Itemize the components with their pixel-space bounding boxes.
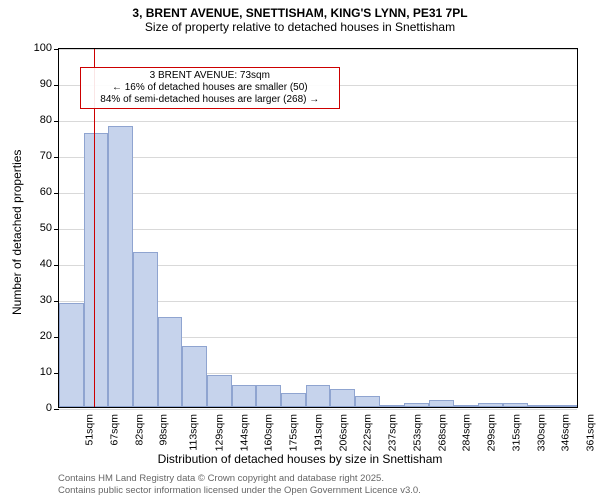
x-tick-label: 191sqm xyxy=(312,414,324,451)
y-axis-label: Number of detached properties xyxy=(10,150,24,315)
histogram-bar xyxy=(182,346,207,407)
histogram-bar xyxy=(158,317,183,407)
histogram-bar xyxy=(429,400,454,407)
grid-line xyxy=(59,409,577,410)
x-tick-label: 284sqm xyxy=(461,414,473,451)
histogram-bar xyxy=(503,403,528,407)
y-tick-label: 90 xyxy=(40,78,52,90)
chart-plot-area: 3 BRENT AVENUE: 73sqm← 16% of detached h… xyxy=(58,48,578,408)
y-tick-label: 50 xyxy=(40,222,52,234)
histogram-bar xyxy=(256,385,281,407)
title-line-1: 3, BRENT AVENUE, SNETTISHAM, KING'S LYNN… xyxy=(0,6,600,20)
x-tick-label: 268sqm xyxy=(436,414,448,451)
histogram-bar xyxy=(478,403,503,407)
y-tick-label: 40 xyxy=(40,258,52,270)
x-tick-label: 160sqm xyxy=(263,414,275,451)
y-tick-label: 70 xyxy=(40,150,52,162)
x-tick-label: 206sqm xyxy=(337,414,349,451)
y-tick-label: 80 xyxy=(40,114,52,126)
histogram-bar xyxy=(552,405,577,407)
histogram-bar xyxy=(355,396,380,407)
x-tick-label: 113sqm xyxy=(188,414,200,451)
histogram-bar xyxy=(59,303,84,407)
histogram-bar xyxy=(108,126,133,407)
histogram-bar xyxy=(84,133,109,407)
histogram-bar xyxy=(330,389,355,407)
x-tick-label: 315sqm xyxy=(510,414,522,451)
histogram-bar xyxy=(528,405,553,407)
y-tick-label: 20 xyxy=(40,330,52,342)
histogram-bar xyxy=(232,385,257,407)
x-tick-label: 129sqm xyxy=(213,414,225,451)
histogram-bar xyxy=(404,403,429,407)
x-axis-label: Distribution of detached houses by size … xyxy=(0,452,600,466)
x-tick-label: 144sqm xyxy=(238,414,250,451)
y-tick-label: 30 xyxy=(40,294,52,306)
y-tick-label: 100 xyxy=(34,42,52,54)
footer-line-1: Contains HM Land Registry data © Crown c… xyxy=(58,473,421,484)
x-tick-label: 237sqm xyxy=(387,414,399,451)
histogram-bar xyxy=(281,393,306,407)
x-tick-label: 346sqm xyxy=(560,414,572,451)
histogram-bar xyxy=(133,252,158,407)
footer-attribution: Contains HM Land Registry data © Crown c… xyxy=(58,473,421,496)
annotation-box: 3 BRENT AVENUE: 73sqm← 16% of detached h… xyxy=(80,67,340,109)
x-tick-label: 361sqm xyxy=(585,414,597,451)
x-tick-label: 82sqm xyxy=(133,414,145,446)
title-line-2: Size of property relative to detached ho… xyxy=(0,20,600,34)
annotation-line: 3 BRENT AVENUE: 73sqm xyxy=(85,70,335,82)
annotation-line: 84% of semi-detached houses are larger (… xyxy=(85,94,335,106)
x-tick-label: 330sqm xyxy=(535,414,547,451)
y-tick-label: 60 xyxy=(40,186,52,198)
annotation-line: ← 16% of detached houses are smaller (50… xyxy=(85,82,335,94)
x-tick-label: 175sqm xyxy=(287,414,299,451)
x-tick-label: 51sqm xyxy=(84,414,96,446)
y-tick-label: 10 xyxy=(40,366,52,378)
x-tick-label: 299sqm xyxy=(486,414,498,451)
y-tick-mark xyxy=(54,409,59,410)
histogram-bar xyxy=(454,405,479,407)
x-tick-label: 253sqm xyxy=(411,414,423,451)
x-tick-label: 98sqm xyxy=(158,414,170,446)
footer-line-2: Contains public sector information licen… xyxy=(58,485,421,496)
x-tick-label: 222sqm xyxy=(362,414,374,451)
y-tick-label: 0 xyxy=(46,402,52,414)
histogram-bar xyxy=(380,405,405,407)
histogram-bar xyxy=(306,385,331,407)
title-block: 3, BRENT AVENUE, SNETTISHAM, KING'S LYNN… xyxy=(0,0,600,34)
histogram-bar xyxy=(207,375,232,407)
x-tick-label: 67sqm xyxy=(108,414,120,446)
